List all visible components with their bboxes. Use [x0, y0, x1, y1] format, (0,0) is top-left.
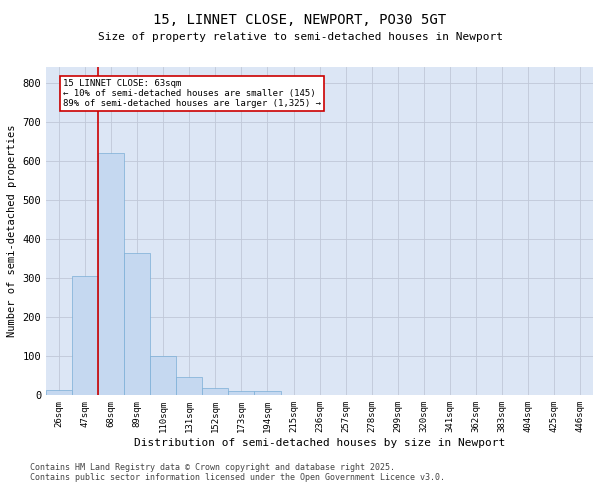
Bar [176, 376, 202, 396]
Bar [72, 276, 98, 396]
Text: 15 LINNET CLOSE: 63sqm
← 10% of semi-detached houses are smaller (145)
89% of se: 15 LINNET CLOSE: 63sqm ← 10% of semi-det… [63, 78, 321, 108]
Text: 15, LINNET CLOSE, NEWPORT, PO30 5GT: 15, LINNET CLOSE, NEWPORT, PO30 5GT [154, 12, 446, 26]
Bar [202, 388, 229, 396]
Bar [254, 392, 281, 396]
X-axis label: Distribution of semi-detached houses by size in Newport: Distribution of semi-detached houses by … [134, 438, 505, 448]
Bar [150, 356, 176, 396]
Bar [229, 392, 254, 396]
Bar [124, 252, 150, 396]
Text: Contains HM Land Registry data © Crown copyright and database right 2025.
Contai: Contains HM Land Registry data © Crown c… [30, 463, 445, 482]
Bar [46, 390, 72, 396]
Text: Size of property relative to semi-detached houses in Newport: Size of property relative to semi-detach… [97, 32, 503, 42]
Bar [281, 394, 307, 396]
Y-axis label: Number of semi-detached properties: Number of semi-detached properties [7, 125, 17, 338]
Bar [98, 153, 124, 396]
